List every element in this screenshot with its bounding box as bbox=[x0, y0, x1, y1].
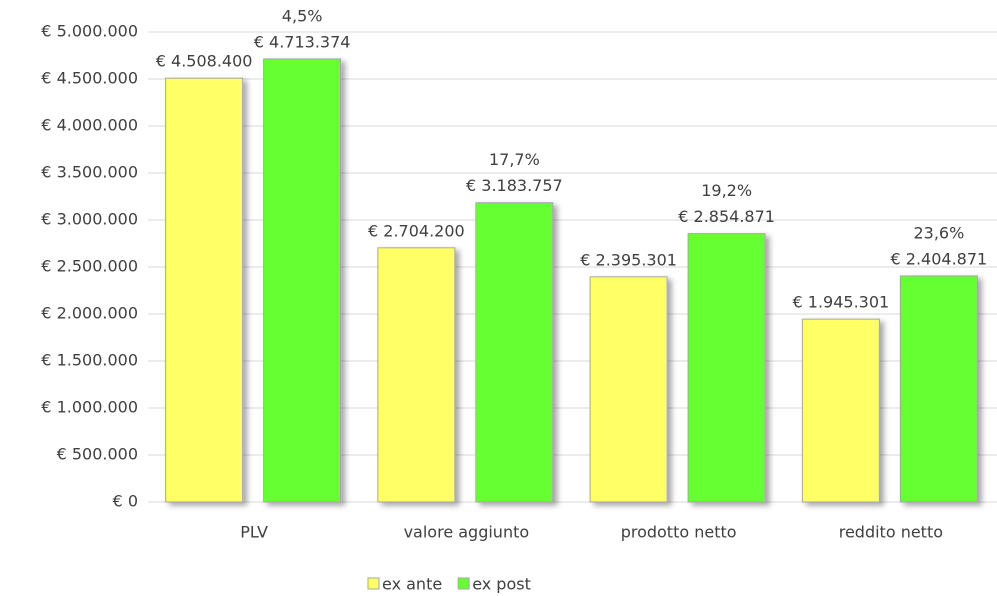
value-label: € 2.404.871 bbox=[891, 249, 988, 268]
y-tick-label: € 1.500.000 bbox=[41, 351, 138, 370]
y-tick-label: € 5.000.000 bbox=[41, 22, 138, 41]
y-tick-label: € 3.000.000 bbox=[41, 210, 138, 229]
bar bbox=[165, 77, 244, 503]
y-tick-label: € 2.000.000 bbox=[41, 304, 138, 323]
x-tick-label: reddito netto bbox=[839, 523, 943, 542]
value-label: € 2.395.301 bbox=[580, 250, 677, 269]
bar bbox=[377, 247, 456, 503]
legend-swatch bbox=[457, 577, 470, 590]
bar bbox=[899, 275, 978, 503]
bar bbox=[687, 233, 766, 503]
x-tick-label: valore aggiunto bbox=[404, 523, 530, 542]
y-tick-label: € 2.500.000 bbox=[41, 257, 138, 276]
annotation: 4,5% bbox=[282, 6, 323, 25]
annotation: 19,2% bbox=[701, 181, 752, 200]
bar bbox=[589, 276, 668, 503]
y-tick-label: € 0 bbox=[113, 492, 138, 511]
annotation: 17,7% bbox=[489, 150, 540, 169]
value-label: € 2.704.200 bbox=[368, 221, 465, 240]
y-tick-label: € 3.500.000 bbox=[41, 163, 138, 182]
y-tick-label: € 4.500.000 bbox=[41, 69, 138, 88]
x-tick-label: prodotto netto bbox=[621, 523, 737, 542]
bar bbox=[263, 58, 342, 503]
legend-swatch bbox=[367, 577, 380, 590]
x-tick-label: PLV bbox=[240, 523, 268, 542]
legend-label: ex ante bbox=[382, 575, 442, 594]
value-label: € 3.183.757 bbox=[466, 176, 563, 195]
y-tick-label: € 1.000.000 bbox=[41, 398, 138, 417]
value-label: € 2.854.871 bbox=[678, 207, 775, 226]
legend-label: ex post bbox=[472, 575, 531, 594]
value-label: € 1.945.301 bbox=[793, 293, 890, 312]
y-tick-label: € 4.000.000 bbox=[41, 116, 138, 135]
annotation: 23,6% bbox=[913, 223, 964, 242]
y-tick-label: € 500.000 bbox=[57, 445, 138, 464]
value-label: € 4.508.400 bbox=[156, 52, 253, 71]
bar bbox=[475, 202, 554, 503]
bar bbox=[801, 318, 880, 503]
value-label: € 4.713.374 bbox=[254, 32, 351, 51]
